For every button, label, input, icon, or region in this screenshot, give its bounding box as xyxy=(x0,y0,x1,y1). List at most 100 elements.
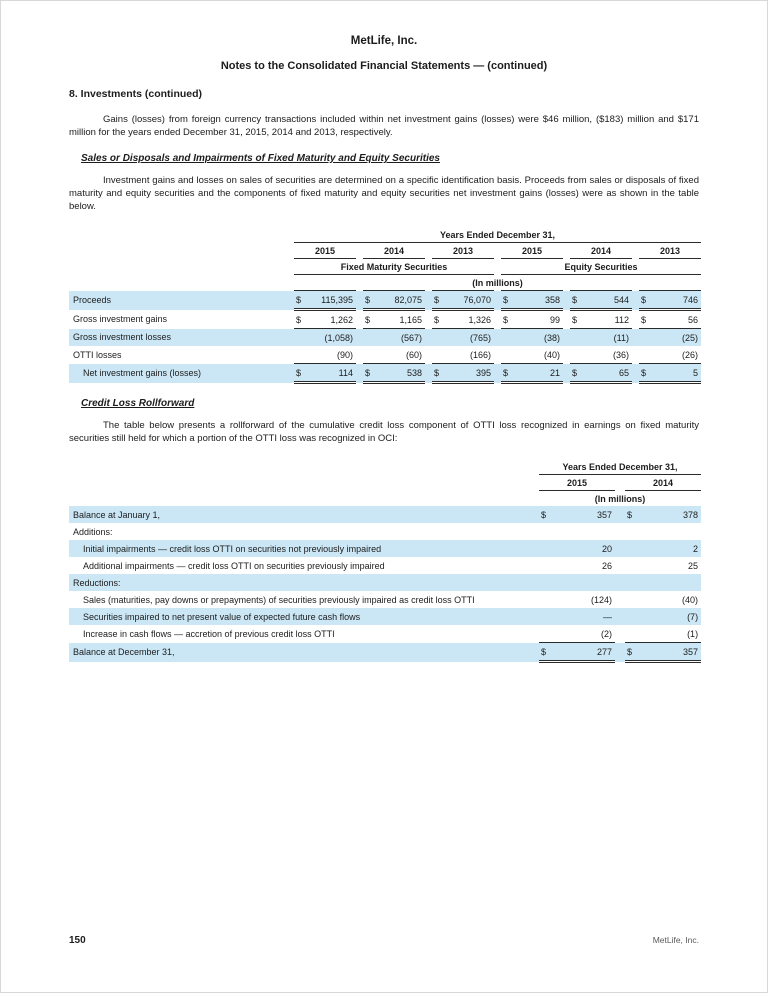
credit-loss-subsection-heading: Credit Loss Rollforward xyxy=(81,398,195,409)
spacer-cell xyxy=(563,329,570,347)
year-header: 2014 xyxy=(363,242,425,259)
dollar-sign: $ xyxy=(294,309,310,329)
dollar-sign: $ xyxy=(539,642,557,663)
spacer-cell xyxy=(494,291,501,310)
cell-value: 1,165 xyxy=(379,309,425,329)
dollar-sign: $ xyxy=(541,509,547,520)
dollar-sign: $ xyxy=(432,290,448,311)
dollar-sign-empty xyxy=(539,574,557,591)
table-row-net-gains: Net investment gains (losses) $ 114 $ 53… xyxy=(69,363,702,384)
spacer-cell xyxy=(69,259,294,275)
table-row-proceeds: Proceeds $ 115,395 $ 82,075 $ 76,070 $ 3… xyxy=(69,290,702,311)
cell-value: (36) xyxy=(586,346,632,364)
spacer-cell xyxy=(615,475,625,491)
table-units-row: (In millions) xyxy=(69,275,701,291)
cell-value: 746 xyxy=(655,290,702,311)
spacer-cell xyxy=(615,574,625,591)
credit-loss-rollforward-table: Years Ended December 31, 2015 2014 (In m… xyxy=(69,459,702,663)
spacer-cell xyxy=(563,364,570,383)
table-groups-row: Fixed Maturity Securities Equity Securit… xyxy=(69,258,702,275)
units-header: (In millions) xyxy=(472,277,523,288)
spacer-cell xyxy=(425,243,432,259)
page-number: 150 xyxy=(69,935,86,946)
cell-value: 114 xyxy=(310,363,356,384)
securities-gains-table: Years Ended December 31, 2015 2014 2013 … xyxy=(69,227,702,384)
table-row-balance-dec: Balance at December 31, $ 277 $ 357 xyxy=(69,642,702,663)
cell-value: 115,395 xyxy=(310,290,356,311)
year-header: 2013 xyxy=(432,242,494,259)
dollar-sign-empty xyxy=(570,329,586,347)
dollar-sign: $ xyxy=(363,290,379,311)
spacer-cell xyxy=(632,291,639,310)
spacer-cell xyxy=(494,310,501,329)
spacer-cell xyxy=(563,346,570,364)
dollar-sign: $ xyxy=(363,363,379,384)
dollar-sign-empty xyxy=(539,557,557,574)
sales-subsection-heading: Sales or Disposals and Impairments of Fi… xyxy=(81,153,440,164)
dollar-sign-empty xyxy=(625,574,643,591)
sales-paragraph: Investment gains and losses on sales of … xyxy=(69,175,699,212)
dollar-sign-empty xyxy=(625,608,643,625)
cell-value: (1) xyxy=(643,625,702,643)
row-label: Proceeds xyxy=(73,295,112,305)
cell-value xyxy=(643,523,701,540)
dollar-sign-empty xyxy=(639,329,655,347)
spacer-cell xyxy=(632,243,639,259)
dollar-sign-empty xyxy=(432,346,448,364)
dollar-sign: $ xyxy=(639,363,655,384)
dollar-sign-empty xyxy=(363,346,379,364)
table-row-additional-impairments: Additional impairments — credit loss OTT… xyxy=(69,557,701,574)
cell-value: (25) xyxy=(682,332,699,343)
credit-loss-paragraph: The table below presents a rollforward o… xyxy=(69,420,699,444)
dollar-sign: $ xyxy=(501,309,517,329)
cell-value: 277 xyxy=(557,642,615,663)
cell-value: 56 xyxy=(655,309,702,329)
cell-value: 2 xyxy=(693,543,699,554)
year-header: 2014 xyxy=(625,474,702,491)
cell-value: 1,326 xyxy=(448,309,494,329)
table-row-gross-gains: Gross investment gains $ 1,262 $ 1,165 $… xyxy=(69,309,702,329)
spacer-cell xyxy=(356,243,363,259)
cell-value: 357 xyxy=(643,642,702,663)
row-label: Reductions: xyxy=(73,577,121,588)
cell-value: (60) xyxy=(379,346,425,364)
spacer-cell xyxy=(69,475,539,491)
table-period-row: Years Ended December 31, xyxy=(69,459,702,475)
cell-value: 1,262 xyxy=(310,309,356,329)
cell-value: 76,070 xyxy=(448,290,494,311)
cell-value: 5 xyxy=(655,363,702,384)
cell-value: (38) xyxy=(543,332,560,343)
dollar-sign-empty xyxy=(625,625,643,643)
cell-value: 538 xyxy=(379,363,425,384)
spacer-cell xyxy=(425,310,432,329)
table-row-increase-cash-flows: Increase in cash flows — accretion of pr… xyxy=(69,625,702,643)
spacer-cell xyxy=(563,310,570,329)
row-label: Initial impairments — credit loss OTTI o… xyxy=(83,543,382,554)
cell-value: 20 xyxy=(601,543,612,554)
spacer-cell xyxy=(425,329,432,347)
table-row-securities-impaired: Securities impaired to net present value… xyxy=(69,608,702,625)
spacer-cell xyxy=(563,291,570,310)
dollar-sign-empty xyxy=(363,329,379,347)
cell-value: (567) xyxy=(400,332,422,343)
spacer-cell xyxy=(615,608,625,625)
spacer-cell xyxy=(494,243,501,259)
table-row-additions: Additions: xyxy=(69,523,701,540)
row-label: Additions: xyxy=(73,526,113,537)
spacer-cell xyxy=(494,329,501,347)
cell-value: (7) xyxy=(687,611,699,622)
period-header: Years Ended December 31, xyxy=(539,459,702,475)
row-label: Additional impairments — credit loss OTT… xyxy=(83,560,385,571)
cell-value: (40) xyxy=(682,594,699,605)
spacer-cell xyxy=(356,291,363,310)
cell-value: (765) xyxy=(469,332,491,343)
dollar-sign-empty xyxy=(625,591,643,608)
cell-value: 112 xyxy=(586,309,632,329)
cell-value: 25 xyxy=(688,560,699,571)
spacer-cell xyxy=(425,364,432,383)
cell-value: 21 xyxy=(517,363,563,384)
spacer-cell xyxy=(494,364,501,383)
cell-value: 82,075 xyxy=(379,290,425,311)
dollar-sign: $ xyxy=(501,363,517,384)
spacer-cell xyxy=(69,227,294,243)
